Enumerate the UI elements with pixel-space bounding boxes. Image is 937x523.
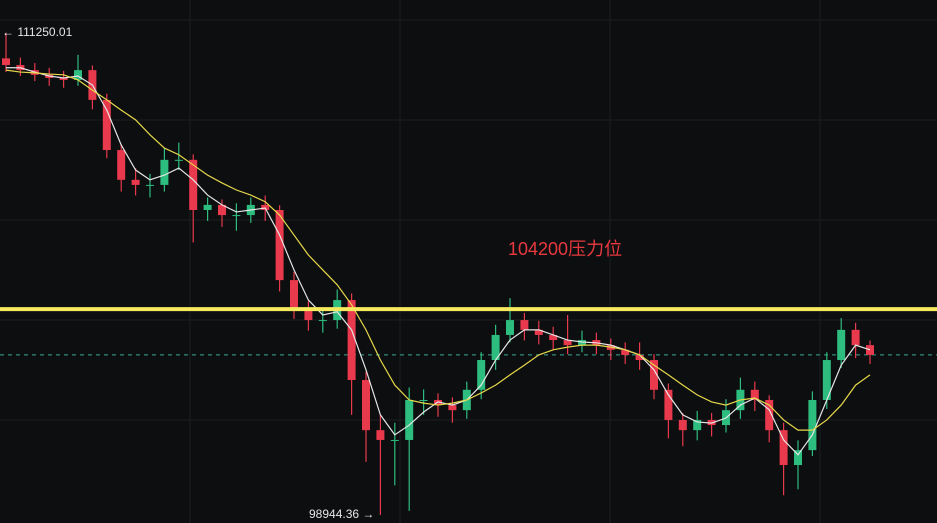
- candle-body: [59, 77, 68, 80]
- candle-body: [448, 405, 457, 411]
- candle-body: [635, 354, 644, 361]
- candle-body: [866, 345, 874, 355]
- candle-body: [362, 380, 370, 431]
- candle-body: [549, 334, 558, 341]
- resistance-label: 104200压力位: [508, 239, 622, 259]
- candle-body: [347, 300, 356, 381]
- candle-body: [304, 309, 313, 321]
- candle-body: [664, 389, 673, 420]
- candle-body: [477, 360, 486, 390]
- candle-body: [491, 334, 500, 361]
- candle-body: [318, 320, 327, 322]
- candle-body: [2, 58, 10, 66]
- candle-body: [174, 159, 183, 161]
- candle-body: [822, 360, 831, 400]
- candle-body: [534, 329, 543, 335]
- candle-body: [275, 209, 284, 281]
- candle-body: [146, 184, 154, 186]
- candle-body: [750, 389, 759, 400]
- candle-body: [621, 349, 630, 355]
- candle-body: [765, 399, 774, 431]
- candle-body: [189, 159, 198, 210]
- moving-average: [5, 69, 871, 431]
- moving-average: [6, 67, 871, 456]
- candle-body: [290, 280, 298, 310]
- candle-body: [390, 439, 399, 441]
- candle-body: [74, 70, 82, 80]
- candle-body: [837, 329, 846, 361]
- min-price-label: 98944.36 →: [309, 507, 374, 521]
- candle-body: [419, 399, 428, 401]
- candle-body: [376, 430, 385, 440]
- candle-body: [650, 360, 658, 390]
- candle-body: [160, 159, 169, 185]
- candle-body: [563, 340, 572, 346]
- candle-body: [520, 320, 529, 330]
- candle-body: [808, 399, 817, 451]
- candle-body: [851, 329, 860, 346]
- candle-body: [218, 204, 226, 216]
- candle-body: [203, 204, 212, 210]
- candle-body: [693, 419, 702, 431]
- candle-body: [102, 99, 111, 151]
- candle-body: [117, 150, 126, 180]
- candle-body: [779, 430, 788, 466]
- candle-body: [232, 215, 241, 217]
- candle-body: [678, 419, 687, 431]
- candle-body: [405, 399, 414, 440]
- candle-body: [794, 450, 802, 466]
- max-price-label: ← 111250.01: [2, 25, 73, 39]
- candle-body: [131, 179, 140, 185]
- candle-body: [506, 320, 514, 335]
